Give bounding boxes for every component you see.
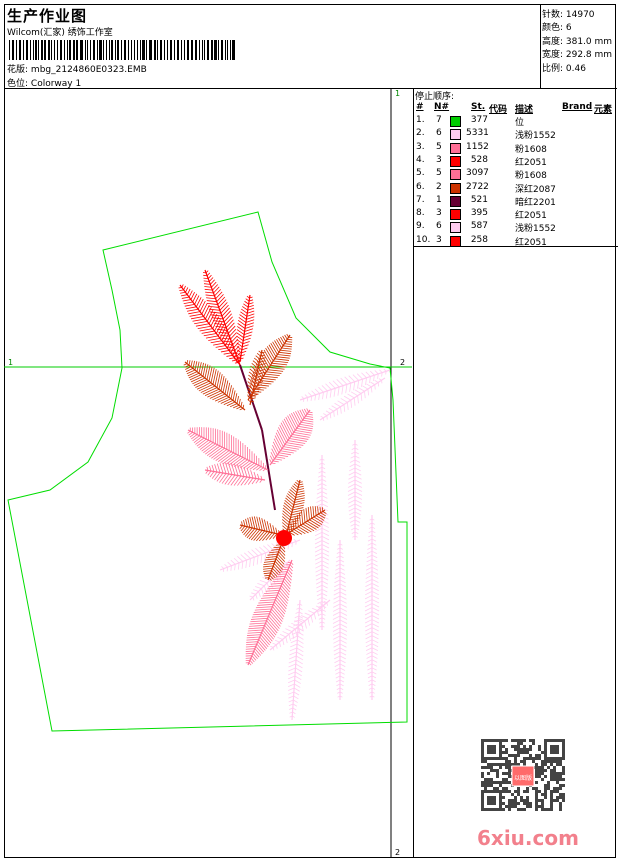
- col-element: 元素: [594, 105, 613, 115]
- row-description: 红2051: [515, 211, 547, 222]
- sequence-row: 2. 6 5331 浅粉1552: [414, 128, 614, 141]
- sequence-row: 6. 2 2722 深红2087: [414, 182, 614, 195]
- sequence-row: 5. 5 3097 粉1608: [414, 168, 614, 181]
- col-brand: Brand: [562, 102, 593, 112]
- row-stitches: 5331: [466, 128, 489, 139]
- row-stitches: 395: [470, 208, 488, 219]
- row-needle: 6: [436, 128, 442, 139]
- watermark-logo: 6xiu.com: [477, 826, 579, 850]
- row-description: 暗红2201: [515, 197, 556, 208]
- row-stitches: 528: [470, 154, 488, 165]
- row-index: 10.: [416, 234, 431, 245]
- color-count: 颜色: 6: [542, 23, 572, 33]
- col-stitches: St.: [471, 102, 486, 112]
- col-needle: N#: [434, 102, 450, 112]
- row-stitches: 1152: [466, 141, 489, 152]
- row-stitches: 377: [470, 115, 488, 125]
- page-frame: [4, 4, 616, 858]
- header: 生产作业图 Wilcom(汇家) 绣饰工作室 花版: mbg_2124860E0…: [4, 4, 541, 89]
- row-index: 4.: [416, 154, 425, 165]
- color-swatch: [450, 142, 461, 154]
- color-swatch: [450, 195, 461, 207]
- row-stitches: 258: [470, 234, 488, 245]
- sequence-row: 4. 3 528 红2051: [414, 155, 614, 168]
- stop-sequence-panel: 停止顺序: # N# St. 代码 描述 Brand 元素 1. 7 377 位…: [413, 88, 618, 858]
- marker-v-bottom: 2: [395, 848, 400, 857]
- colorway: 色位: Colorway 1: [7, 76, 81, 89]
- row-index: 6.: [416, 181, 425, 192]
- design-height: 高度: 381.0 mm: [542, 37, 613, 47]
- row-needle: 5: [436, 141, 442, 152]
- row-needle: 7: [436, 115, 442, 125]
- row-needle: 2: [436, 181, 442, 192]
- row-description: 红2051: [515, 237, 547, 248]
- row-stitches: 2722: [466, 181, 489, 192]
- barcode: [9, 40, 237, 60]
- design-width: 宽度: 292.8 mm: [542, 50, 613, 60]
- row-description: 位: [515, 118, 525, 128]
- row-index: 8.: [416, 208, 425, 219]
- color-swatch: [450, 222, 461, 234]
- row-stitches: 3097: [466, 168, 489, 179]
- row-description: 浅粉1552: [515, 224, 556, 235]
- row-index: 3.: [416, 141, 425, 152]
- row-description: 浅粉1552: [515, 131, 556, 142]
- row-needle: 3: [436, 234, 442, 245]
- stitch-count: 针数: 14970: [542, 10, 595, 20]
- row-description: 粉1608: [515, 144, 547, 155]
- color-swatch: [450, 182, 461, 194]
- sequence-row: 3. 5 1152 粉1608: [414, 142, 614, 155]
- row-needle: 1: [436, 194, 442, 205]
- marker-h-left: 1: [8, 358, 13, 367]
- color-swatch: [450, 155, 461, 167]
- sequence-row: 9. 6 587 浅粉1552: [414, 221, 614, 234]
- design-scale: 比例: 0.46: [542, 64, 586, 74]
- company-name: Wilcom(汇家) 绣饰工作室: [7, 28, 113, 38]
- garment-outline: [7, 211, 408, 732]
- col-code: 代码: [489, 105, 508, 115]
- marker-v-top: 1: [395, 89, 400, 98]
- row-stitches: 521: [470, 194, 488, 205]
- page-title: 生产作业图: [7, 7, 88, 25]
- design-info: 针数: 14970 颜色: 6 高度: 381.0 mm 宽度: 292.8 m…: [540, 4, 617, 89]
- svg-text:以图版: 以图版: [514, 774, 532, 782]
- sequence-title: 停止顺序:: [415, 92, 455, 102]
- row-description: 深红2087: [515, 184, 556, 195]
- row-needle: 3: [436, 154, 442, 165]
- color-swatch: [450, 209, 461, 221]
- qr-code: 以图版: [481, 739, 565, 811]
- color-swatch: [450, 169, 461, 181]
- color-swatch: [450, 116, 461, 127]
- sequence-row: 7. 1 521 暗红2201: [414, 195, 614, 208]
- row-stitches: 587: [470, 221, 488, 232]
- colorway-value: Colorway 1: [30, 79, 82, 89]
- design-value: mbg_2124860E0323.EMB: [30, 65, 147, 75]
- row-description: 粉1608: [515, 171, 547, 182]
- sequence-row: 8. 3 395 红2051: [414, 208, 614, 221]
- row-needle: 6: [436, 221, 442, 232]
- design-label: 花版:: [7, 65, 29, 75]
- row-index: 9.: [416, 221, 425, 232]
- marker-h-right: 2: [400, 358, 405, 367]
- col-description: 描述: [515, 105, 534, 115]
- colorway-label: 色位:: [7, 79, 29, 89]
- sequence-row: 1. 7 377 位: [414, 115, 614, 128]
- color-swatch: [450, 129, 461, 141]
- row-description: 红2051: [515, 157, 547, 168]
- design-file: 花版: mbg_2124860E0323.EMB: [7, 62, 147, 75]
- row-index: 1.: [416, 115, 425, 125]
- table-divider: [414, 246, 618, 247]
- row-needle: 3: [436, 208, 442, 219]
- col-index: #: [416, 102, 424, 112]
- row-index: 2.: [416, 128, 425, 139]
- row-index: 5.: [416, 168, 425, 179]
- row-index: 7.: [416, 194, 425, 205]
- embroidery-motif: [178, 269, 391, 721]
- row-needle: 5: [436, 168, 442, 179]
